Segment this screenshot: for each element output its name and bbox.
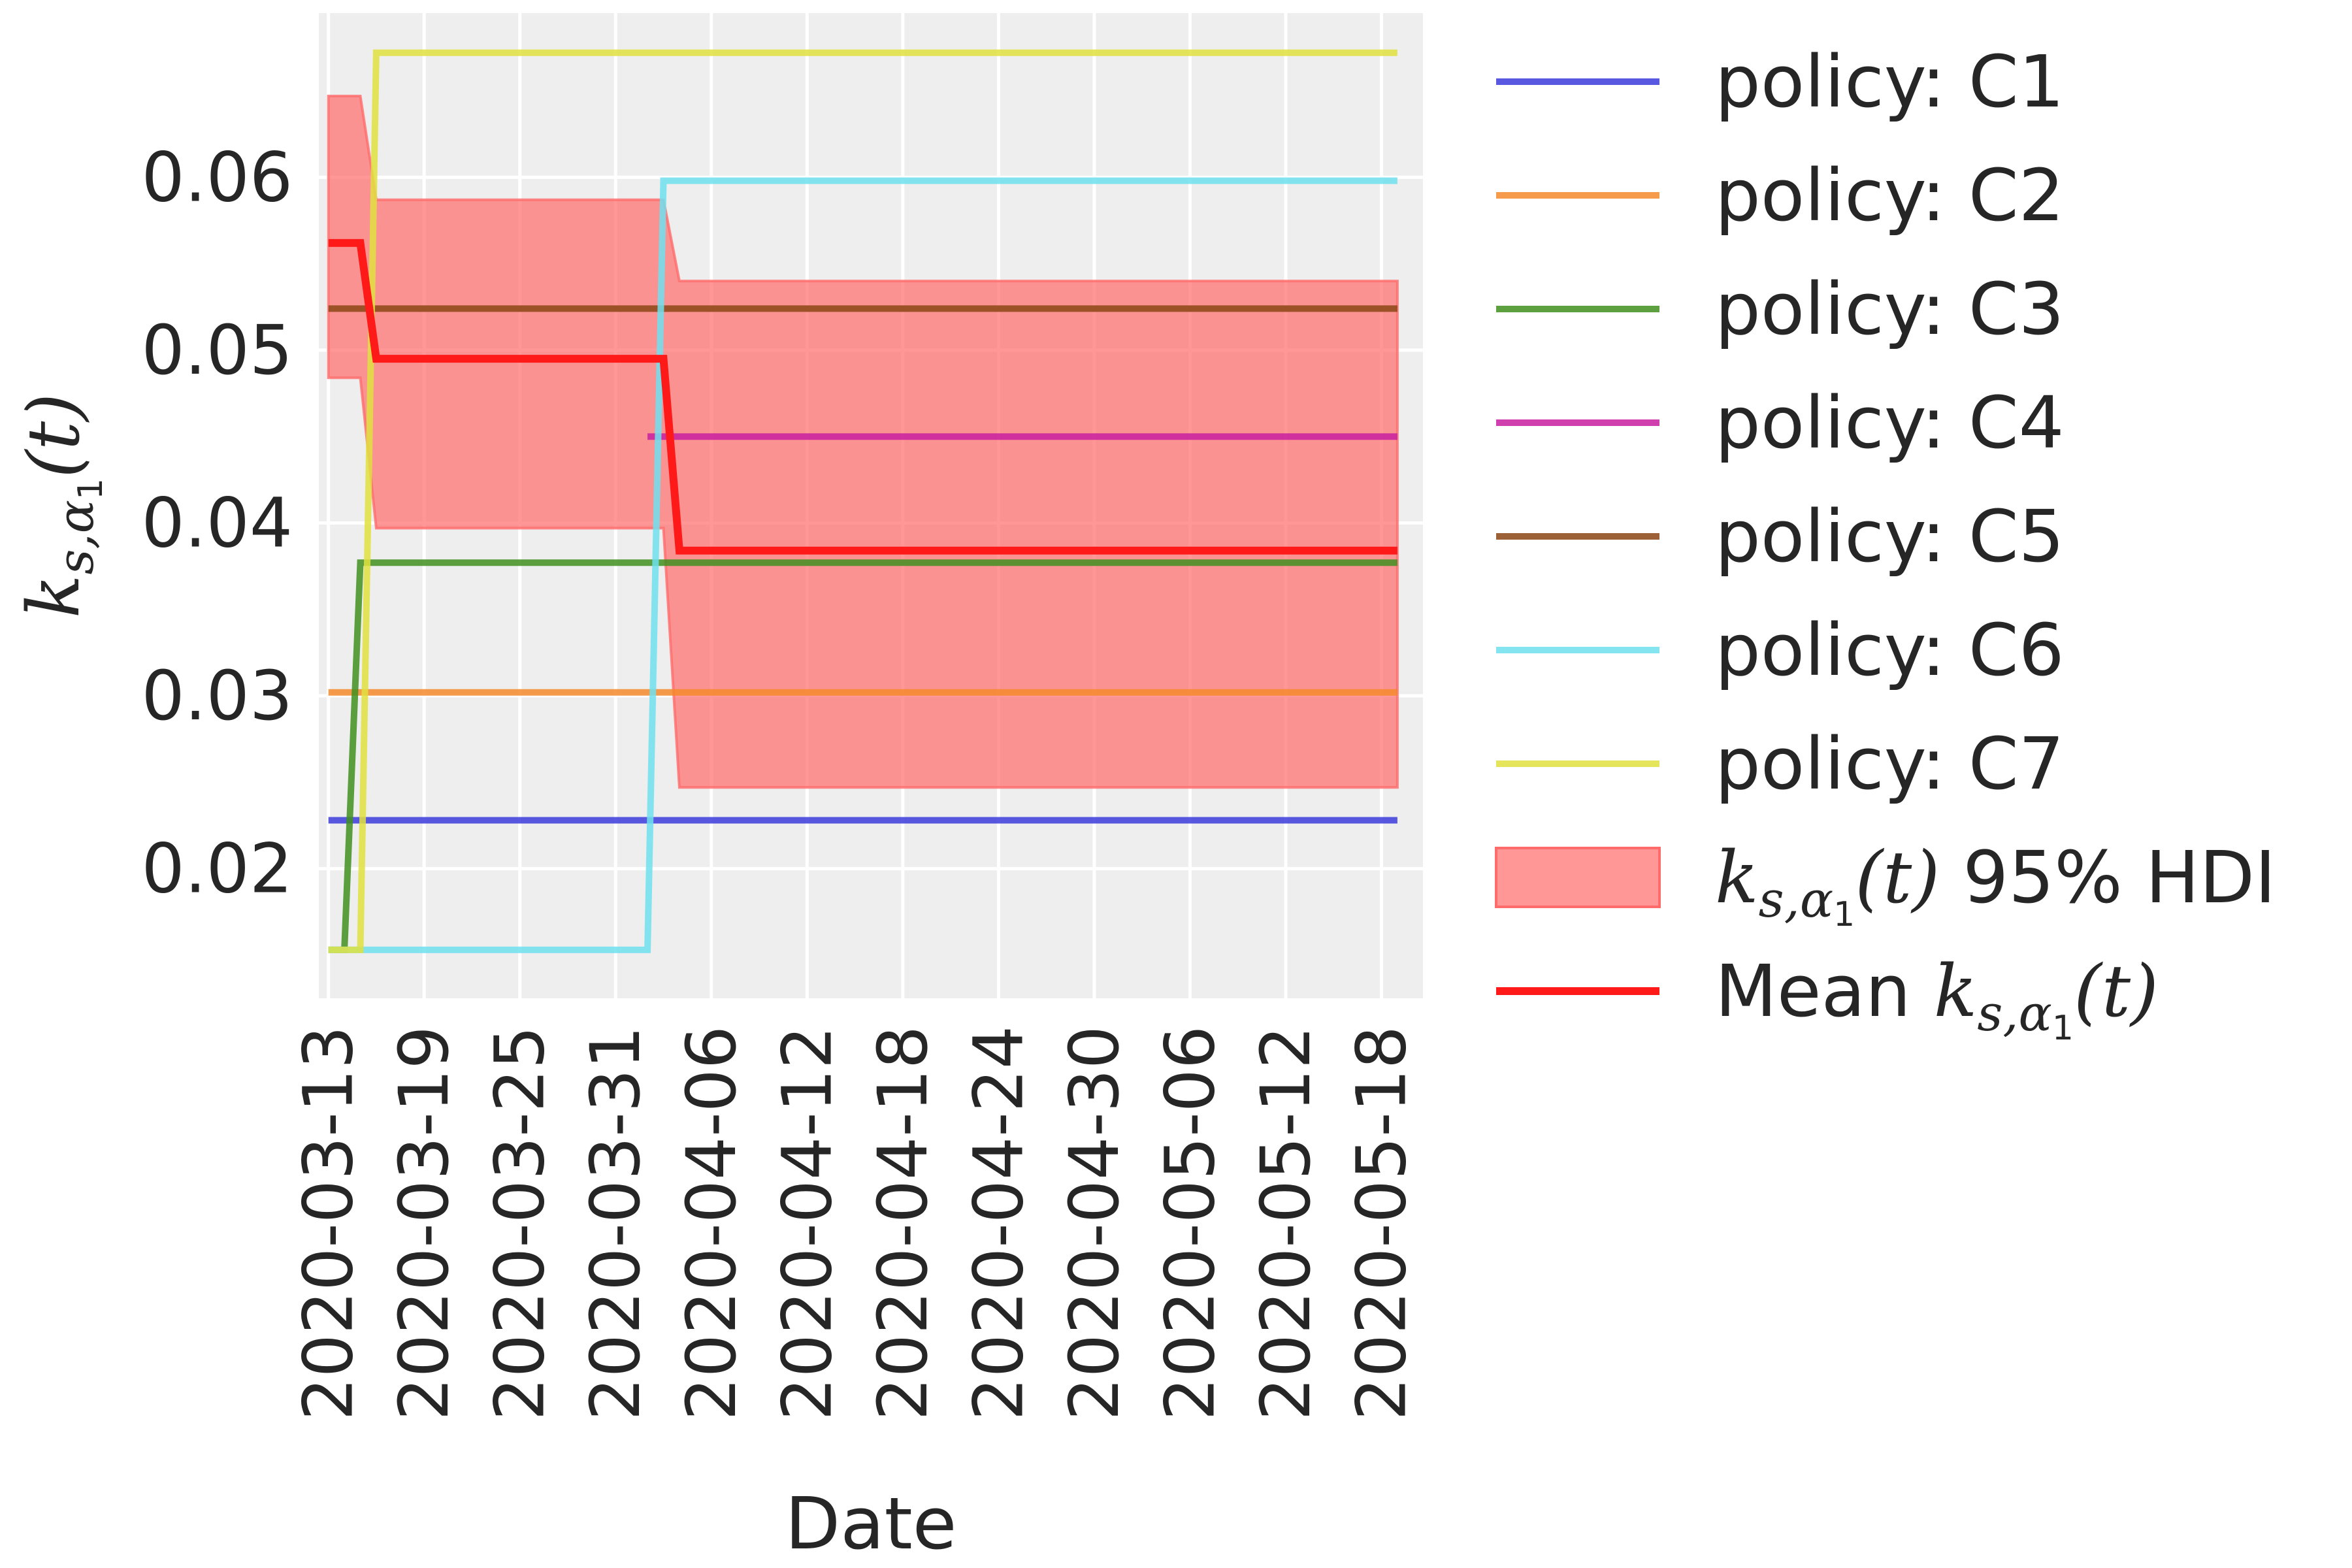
series-lines <box>328 49 1397 953</box>
x-tick-label-7: 2020-04-24 <box>958 1026 1038 1420</box>
x-tick-labels: 2020-03-13 2020-03-19 2020-03-25 2020-03-31… <box>289 1026 1422 1420</box>
y-tick-label-4: 0.06 <box>141 137 293 217</box>
x-tick-label-10: 2020-05-12 <box>1246 1026 1326 1420</box>
y-axis-label: ks,α1(t) <box>12 393 110 618</box>
legend-label-hdi: ks,α1(t) 95% HDI <box>1715 836 2276 934</box>
legend-label-c6: policy: C6 <box>1715 608 2065 692</box>
legend-label-c2: policy: C2 <box>1715 154 2065 237</box>
x-tick-label-8: 2020-04-30 <box>1054 1026 1134 1420</box>
y-label-sub-index: 1 <box>71 478 110 500</box>
legend-label-mean: Mean ks,α1(t) <box>1715 949 2159 1048</box>
y-tick-label-3: 0.05 <box>141 310 293 390</box>
y-label-base: k <box>12 574 95 618</box>
x-tick-label-3: 2020-03-31 <box>576 1026 655 1420</box>
x-tick-label-5: 2020-04-12 <box>767 1026 847 1420</box>
legend-label-c3: policy: C3 <box>1715 267 2065 351</box>
series-line-c7 <box>328 49 1397 953</box>
x-tick-label-9: 2020-05-06 <box>1150 1026 1230 1420</box>
y-label-sub-s: s, <box>46 533 105 574</box>
mean-line-layer <box>328 238 1397 555</box>
y-label-arg: (t) <box>12 393 95 478</box>
svg-text:ks,α1(t): ks,α1(t) <box>12 393 110 618</box>
x-tick-label-6: 2020-04-18 <box>863 1026 943 1420</box>
mean-line <box>328 238 1397 555</box>
x-tick-label-0: 2020-03-13 <box>289 1026 368 1420</box>
x-tick-label-2: 2020-03-25 <box>480 1026 560 1420</box>
legend-label-c4: policy: C4 <box>1715 381 2065 465</box>
y-label-sub-alpha: α <box>46 500 105 533</box>
x-tick-label-4: 2020-04-06 <box>672 1026 751 1420</box>
legend: policy: C1 policy: C2 policy: C3 policy: C4… <box>1495 40 2276 1048</box>
y-tick-label-0: 0.02 <box>141 829 293 909</box>
legend-label-c1: policy: C1 <box>1715 40 2065 123</box>
legend-label-c5: policy: C5 <box>1715 495 2065 578</box>
y-tick-label-2: 0.04 <box>141 483 293 563</box>
legend-swatch-hdi <box>1495 847 1661 908</box>
y-tick-label-1: 0.03 <box>141 656 293 736</box>
series-line-c6 <box>328 177 1397 953</box>
y-tick-labels: 0.02 0.03 0.04 0.05 0.06 <box>141 137 293 908</box>
x-tick-label-11: 2020-05-18 <box>1342 1026 1422 1420</box>
x-tick-label-1: 2020-03-19 <box>384 1026 464 1420</box>
x-axis-label: Date <box>785 1482 957 1565</box>
legend-label-c7: policy: C7 <box>1715 722 2065 806</box>
